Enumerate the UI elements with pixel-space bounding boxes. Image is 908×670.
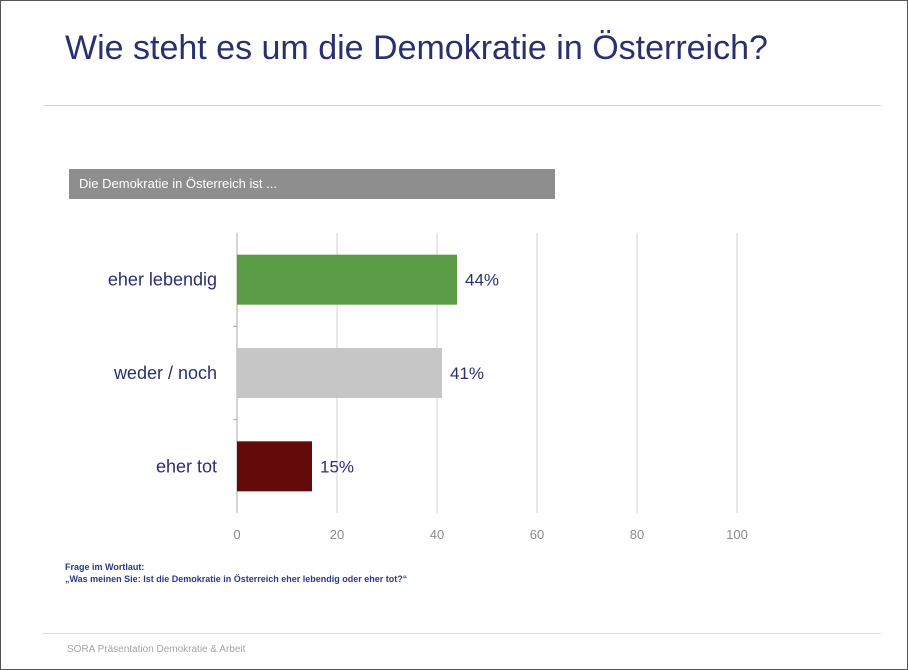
chart-header-text: Die Demokratie in Österreich ist ... xyxy=(79,176,277,191)
footer-text: SORA Präsentation Demokratie & Arbeit xyxy=(67,644,246,655)
category-label: eher tot xyxy=(156,456,217,476)
category-label: eher lebendig xyxy=(108,270,217,290)
x-tick-label: 0 xyxy=(233,527,240,542)
category-label: weder / noch xyxy=(113,363,217,383)
x-tick-label: 60 xyxy=(530,527,544,542)
x-tick-label: 20 xyxy=(330,527,344,542)
x-tick-label: 100 xyxy=(726,527,748,542)
data-label: 15% xyxy=(320,457,354,476)
chart-header-bar: Die Demokratie in Österreich ist ... xyxy=(69,169,555,199)
bar xyxy=(237,441,312,492)
x-tick-label: 80 xyxy=(630,527,644,542)
bar xyxy=(237,254,457,305)
x-tick-label: 40 xyxy=(430,527,444,542)
title-divider xyxy=(43,105,881,106)
data-label: 44% xyxy=(465,271,499,290)
bar xyxy=(237,348,442,398)
question-note: Frage im Wortlaut: „Was meinen Sie: Ist … xyxy=(65,561,407,585)
question-label: Frage im Wortlaut: xyxy=(65,562,145,572)
page-title: Wie steht es um die Demokratie in Österr… xyxy=(65,29,768,67)
footer-divider xyxy=(43,633,881,634)
question-text: „Was meinen Sie: Ist die Demokratie in Ö… xyxy=(65,574,408,584)
data-label: 41% xyxy=(450,364,484,383)
